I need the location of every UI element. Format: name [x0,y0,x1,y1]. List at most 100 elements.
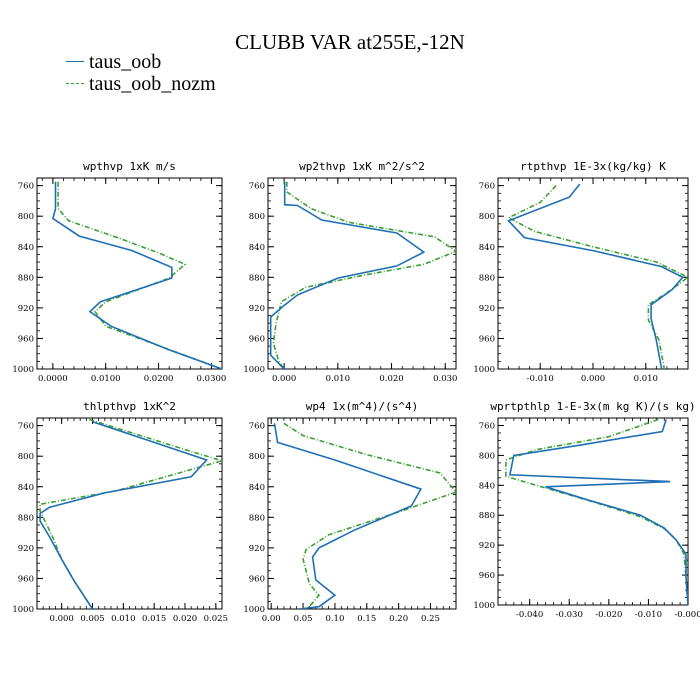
plot-frame [267,177,457,370]
x-tick-label: 0.010 [111,614,135,624]
x-tick-label: 0.0000 [38,374,68,384]
y-tick-label: 800 [249,452,265,462]
y-tick-label: 760 [249,182,265,192]
y-tick-label: 880 [18,273,34,283]
series-line-taus-oob [507,183,684,369]
y-tick-label: 760 [18,422,34,432]
y-tick-label: 800 [249,212,265,222]
y-tick-label: 800 [479,212,495,222]
y-tick-label: 960 [249,334,265,344]
legend-swatch [66,82,84,84]
y-tick-label: 840 [18,483,34,493]
y-tick-label: 760 [479,182,495,192]
y-tick-label: 920 [18,304,34,314]
x-tick-label: 0.000 [272,374,296,384]
y-tick-label: 960 [479,334,495,344]
y-tick-label: 920 [479,541,495,551]
y-tick-label: 1000 [473,365,495,375]
series-line-taus-oob [51,181,222,369]
y-tick-label: 960 [18,574,34,584]
legend-label: taus_oob_nozm [89,73,216,95]
y-tick-label: 840 [18,243,34,253]
x-tick-label: 0.015 [142,614,166,624]
series-line-taus-oob [508,419,688,605]
y-tick-label: 1000 [12,605,34,615]
y-tick-label: 960 [249,574,265,584]
x-tick-label: 0.005 [80,614,104,624]
y-tick-label: 840 [249,243,265,253]
plot-frame [497,417,689,606]
x-tick-label: 0.010 [326,374,350,384]
y-tick-label: 880 [18,513,34,523]
y-tick-label: 920 [479,304,495,314]
x-tick-label: -0.030 [556,610,583,620]
y-tick-label: 1000 [243,365,265,375]
panel-title: wp4 1x(m^4)/(s^4) [306,400,419,413]
y-tick-label: 760 [479,421,495,431]
x-tick-label: 0.010 [634,374,658,384]
legend-entry-taus-oob: taus_oob [66,51,161,74]
x-tick-label: 0.00 [262,614,281,624]
y-tick-label: 880 [249,513,265,523]
x-tick-label: -0.010 [635,610,662,620]
x-tick-label: -0.020 [595,610,622,620]
y-tick-label: 880 [479,511,495,521]
y-tick-label: 840 [479,243,495,253]
x-tick-label: 0.0200 [144,374,174,384]
y-tick-label: 920 [249,544,265,554]
x-tick-label: 0.25 [421,614,440,624]
y-tick-label: 1000 [473,601,495,611]
y-tick-label: 760 [249,422,265,432]
y-tick-label: 880 [479,273,495,283]
y-tick-label: 920 [18,544,34,554]
legend-entry-taus-oob-nozm: taus_oob_nozm [66,73,216,96]
y-tick-label: 800 [18,212,34,222]
y-tick-label: 880 [249,273,265,283]
x-tick-label: -0.040 [516,610,543,620]
y-tick-label: 800 [18,452,34,462]
x-tick-label: 0.020 [173,614,197,624]
legend-label: taus_oob [89,51,162,73]
y-tick-label: 960 [479,571,495,581]
y-tick-label: 760 [18,182,34,192]
x-tick-label: 0.000 [581,374,605,384]
y-tick-label: 1000 [243,605,265,615]
x-tick-label: 0.05 [294,614,313,624]
panel-title: wprtpthlp 1-E-3x(m kg K)/(s kg) [490,400,695,413]
x-tick-label: 0.025 [204,614,228,624]
series-line-taus-oob [273,423,423,609]
panel-title: wpthvp 1xK m/s [83,160,176,173]
x-tick-label: 0.000 [49,614,73,624]
y-tick-label: 840 [479,481,495,491]
x-tick-label: 0.0100 [91,374,121,384]
y-tick-label: 960 [18,334,34,344]
plot-frame [267,417,457,610]
series-line-taus-oob [39,421,209,609]
y-tick-label: 840 [249,483,265,493]
y-tick-label: 800 [479,451,495,461]
y-tick-label: 920 [249,304,265,314]
x-tick-label: -0.010 [527,374,554,384]
series-line-taus-oob-nozm [272,181,456,369]
series-line-taus-oob-nozm [506,185,688,369]
panel-title: wp2thvp 1xK m^2/s^2 [299,160,425,173]
x-tick-label: 0.020 [379,374,403,384]
series-line-taus-oob-nozm [57,181,222,369]
plot-frame [36,417,223,610]
series-line-taus-oob [269,181,426,369]
series-line-taus-oob-nozm [505,418,688,605]
series-line-taus-oob-nozm [283,422,456,609]
x-tick-label: -0.000 [674,610,700,620]
figure-title: CLUBB VAR at255E,-12N [235,30,465,54]
panel-title: rtpthvp 1E-3x(kg/kg) K [520,160,666,173]
series-line-taus-oob-nozm [39,418,222,609]
x-tick-label: 0.15 [357,614,376,624]
x-tick-label: 0.20 [389,614,408,624]
panel-title: thlpthvp 1xK^2 [83,400,176,413]
plot-frame [36,177,223,370]
x-tick-label: 0.030 [433,374,457,384]
y-tick-label: 1000 [12,365,34,375]
x-tick-label: 0.10 [325,614,344,624]
x-tick-label: 0.0300 [197,374,227,384]
